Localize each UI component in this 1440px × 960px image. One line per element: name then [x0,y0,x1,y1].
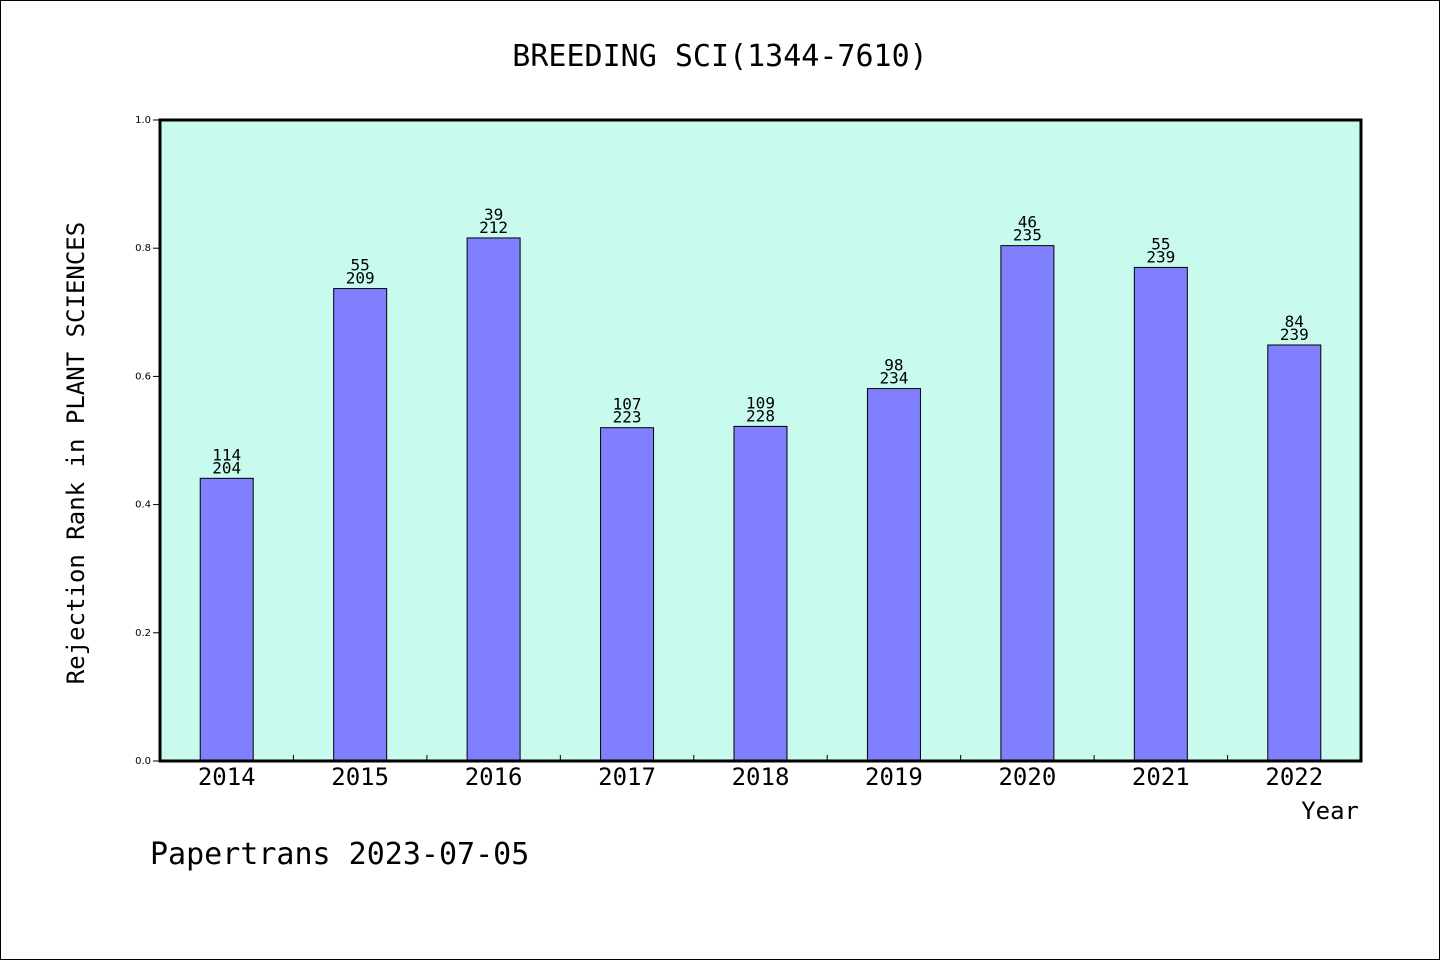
x-tick-label: 2022 [1265,763,1323,791]
x-tick-label: 2019 [865,763,923,791]
bar-2016 [466,237,521,762]
bar-rank-label: 107 [613,395,642,414]
plot-border [158,118,1363,763]
bar-2015 [333,288,388,762]
chart-title: BREEDING SCI(1344-7610) [512,39,927,74]
x-axis: 2014 2015 2016 2017 2018 2019 2020 2021 2022 [198,755,1323,791]
y-tick-label: 0.4 [135,500,151,511]
y-axis: 0.0 0.2 0.4 0.6 0.8 1.0 [135,115,160,767]
bar-total-label: 234 [879,369,908,388]
x-tick-label: 2021 [1132,763,1190,791]
x-tick-label: 2015 [331,763,389,791]
footer-credit: Papertrans 2023-07-05 [150,837,529,872]
bar-total-label: 204 [212,458,241,477]
bar-rank-label: 55 [351,256,370,275]
y-tick-label: 0.0 [135,756,151,767]
bar-total-label: 228 [746,406,775,425]
y-tick-label: 0.2 [135,628,151,639]
bar-2017 [600,427,655,762]
y-tick-label: 0.6 [135,371,151,382]
bar-rank-label: 55 [1151,234,1170,253]
bar-rank-label: 84 [1285,312,1304,331]
bar-total-label: 239 [1146,247,1175,266]
bar-2021 [1133,266,1188,762]
bar-total-label: 212 [479,218,508,237]
x-tick-label: 2014 [198,763,256,791]
x-tick-label: 2016 [465,763,523,791]
y-tick-label: 0.8 [135,243,151,254]
bar-2022 [1267,344,1322,762]
y-axis-label: Rejection Rank in PLANT SCIENCES [62,222,90,684]
x-tick-label: 2020 [998,763,1056,791]
bar-2018 [733,425,788,762]
bar-2019 [866,388,921,762]
bar-total-label: 235 [1013,226,1042,245]
x-axis-label: Year [1301,797,1359,825]
bars-group [199,237,1322,762]
x-tick-label: 2017 [598,763,656,791]
y-tick-label: 1.0 [135,115,151,126]
bar-total-label: 209 [346,269,375,288]
x-tick-label: 2018 [732,763,790,791]
bar-2020 [1000,245,1055,762]
bar-rank-label: 114 [212,445,241,464]
bar-total-label: 223 [613,408,642,427]
bar-total-label: 239 [1280,325,1309,344]
bar-rank-label: 46 [1018,213,1037,232]
bar-rank-label: 98 [884,356,903,375]
bar-2014 [199,477,254,762]
bar-rank-label: 39 [484,205,503,224]
bar-rank-label: 109 [746,393,775,412]
